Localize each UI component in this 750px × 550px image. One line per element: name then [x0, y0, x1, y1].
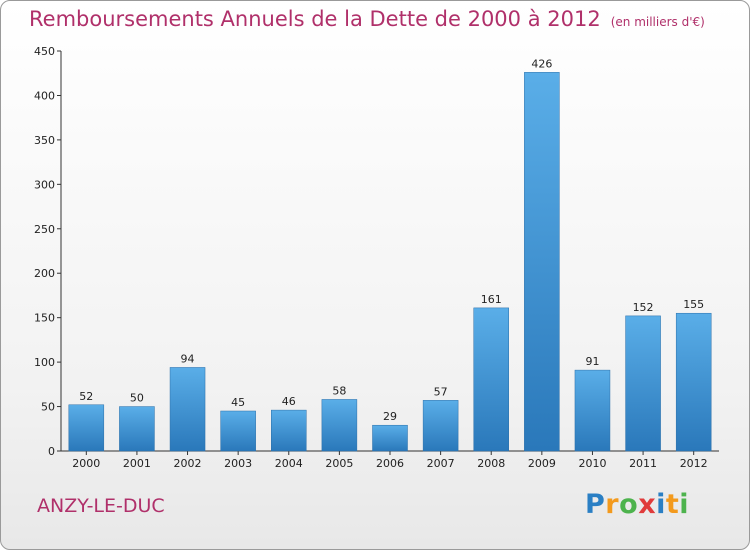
logo-letter: P [585, 489, 606, 520]
x-tick-label: 2007 [427, 457, 455, 470]
y-tick-label: 150 [34, 312, 55, 325]
commune-name: ANZY-LE-DUC [37, 495, 165, 517]
bar-2008 [473, 307, 509, 452]
bar-2012 [675, 312, 712, 452]
logo-letter: i [656, 489, 666, 520]
x-tick-label: 2008 [477, 457, 505, 470]
x-tick-label: 2012 [680, 457, 708, 470]
y-tick-label: 400 [34, 89, 55, 102]
data-label: 91 [585, 355, 599, 368]
data-label: 57 [434, 385, 448, 398]
x-tick-label: 2003 [224, 457, 252, 470]
logo-letter: x [638, 489, 657, 520]
chart-title: Remboursements Annuels de la Dette de 20… [29, 7, 705, 31]
y-tick-label: 0 [48, 445, 55, 458]
data-label: 52 [79, 390, 93, 403]
x-tick-label: 2009 [528, 457, 556, 470]
bar-2002 [169, 367, 206, 452]
bar-2006 [372, 424, 408, 452]
title-text: Remboursements Annuels de la Dette de 20… [29, 7, 601, 31]
x-tick-label: 2011 [629, 457, 657, 470]
logo-letter: r [605, 489, 620, 520]
y-tick-label: 350 [34, 134, 55, 147]
x-tick-label: 2010 [578, 457, 606, 470]
bar-2004 [271, 409, 307, 452]
y-tick-label: 450 [34, 45, 55, 58]
bar-2005 [321, 399, 358, 452]
bar-2001 [119, 406, 155, 452]
x-tick-label: 2004 [275, 457, 303, 470]
data-label: 155 [683, 298, 704, 311]
y-tick-label: 300 [34, 178, 55, 191]
x-tick-label: 2000 [72, 457, 100, 470]
logo-letter: i [679, 489, 690, 520]
bar-2000 [68, 404, 105, 452]
x-tick-label: 2002 [174, 457, 202, 470]
bar-2011 [625, 315, 661, 452]
data-label: 161 [481, 293, 502, 306]
y-tick-label: 100 [34, 356, 55, 369]
bar-2007 [422, 400, 459, 452]
x-tick-label: 2006 [376, 457, 404, 470]
x-tick-label: 2005 [325, 457, 353, 470]
logo-letter: t [665, 489, 680, 520]
data-label: 152 [633, 301, 654, 314]
bar-2009 [524, 72, 560, 452]
y-tick-label: 250 [34, 223, 55, 236]
x-tick-label: 2001 [123, 457, 151, 470]
data-label: 426 [531, 57, 552, 70]
data-label: 29 [383, 410, 397, 423]
bar-2003 [220, 410, 256, 452]
data-label: 50 [130, 392, 144, 405]
data-label: 94 [181, 352, 195, 365]
y-tick-label: 50 [41, 401, 55, 414]
y-tick-label: 200 [34, 267, 55, 280]
unit-note: (en milliers d'€) [610, 15, 705, 29]
proxiti-logo: Proxiti [585, 489, 689, 520]
data-label: 46 [282, 395, 296, 408]
logo-letter: o [619, 489, 639, 520]
bar-2010 [574, 369, 611, 452]
data-label: 45 [231, 396, 245, 409]
data-label: 58 [332, 384, 346, 397]
